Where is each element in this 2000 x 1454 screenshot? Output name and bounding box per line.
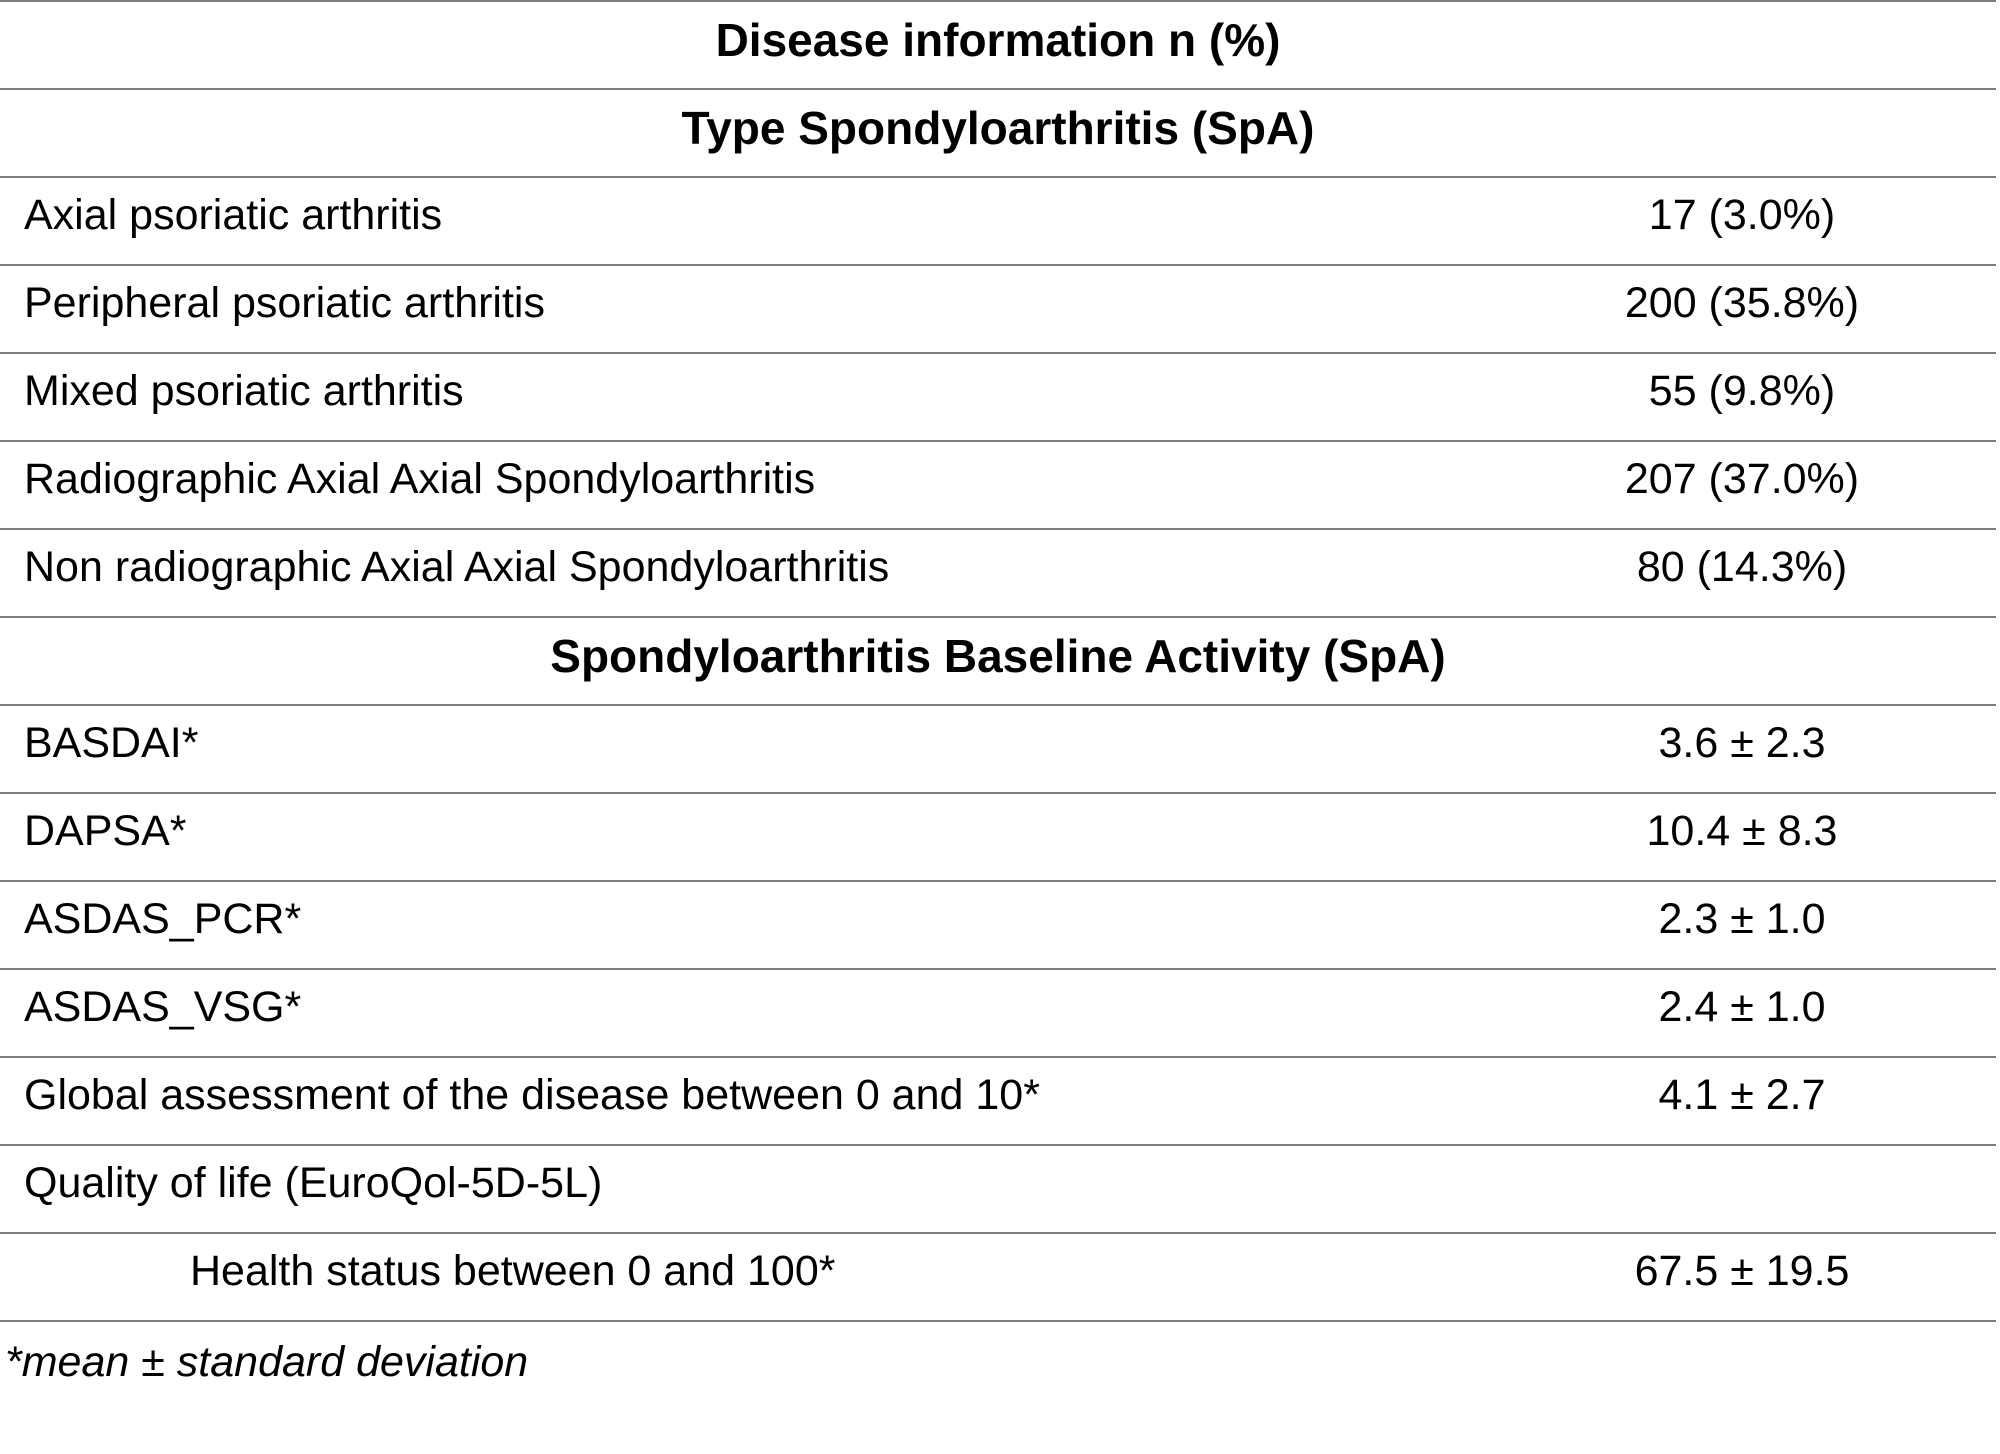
row-value (1488, 1144, 1996, 1233)
table-row: Non radiographic Axial Axial Spondyloart… (0, 528, 1996, 617)
row-label: Mixed psoriatic arthritis (0, 352, 1488, 441)
table-row: Radiographic Axial Axial Spondyloarthrit… (0, 440, 1996, 529)
table-row: Disease information n (%) (0, 0, 1996, 89)
table-row: Health status between 0 and 100* 67.5 ± … (0, 1232, 1996, 1321)
table-row: Mixed psoriatic arthritis 55 (9.8%) (0, 352, 1996, 441)
table-row: ASDAS_PCR* 2.3 ± 1.0 (0, 880, 1996, 969)
row-label: Global assessment of the disease between… (0, 1056, 1488, 1145)
row-label: BASDAI* (0, 704, 1488, 793)
table-row: Peripheral psoriatic arthritis 200 (35.8… (0, 264, 1996, 353)
table-footnote: *mean ± standard deviation (5, 1338, 529, 1386)
table-title: Disease information n (%) (0, 0, 1996, 89)
table-row: ASDAS_VSG* 2.4 ± 1.0 (0, 968, 1996, 1057)
row-value: 55 (9.8%) (1488, 352, 1996, 441)
section-header-type-spa: Type Spondyloarthritis (SpA) (0, 88, 1996, 177)
disease-information-table: Disease information n (%) Type Spondyloa… (0, 0, 1996, 1322)
row-value: 2.3 ± 1.0 (1488, 880, 1996, 969)
table-row: Axial psoriatic arthritis 17 (3.0%) (0, 176, 1996, 265)
row-label: DAPSA* (0, 792, 1488, 881)
row-label: ASDAS_PCR* (0, 880, 1488, 969)
row-label: ASDAS_VSG* (0, 968, 1488, 1057)
row-value: 207 (37.0%) (1488, 440, 1996, 529)
row-value: 200 (35.8%) (1488, 264, 1996, 353)
row-label: Peripheral psoriatic arthritis (0, 264, 1488, 353)
row-label: Quality of life (EuroQol-5D-5L) (0, 1144, 1488, 1233)
table-row: DAPSA* 10.4 ± 8.3 (0, 792, 1996, 881)
table-row: BASDAI* 3.6 ± 2.3 (0, 704, 1996, 793)
row-label: Radiographic Axial Axial Spondyloarthrit… (0, 440, 1488, 529)
row-value: 2.4 ± 1.0 (1488, 968, 1996, 1057)
row-value: 17 (3.0%) (1488, 176, 1996, 265)
table-row: Global assessment of the disease between… (0, 1056, 1996, 1145)
row-value: 10.4 ± 8.3 (1488, 792, 1996, 881)
row-label: Non radiographic Axial Axial Spondyloart… (0, 528, 1488, 617)
row-label: Axial psoriatic arthritis (0, 176, 1488, 265)
section-header-baseline-activity: Spondyloarthritis Baseline Activity (SpA… (0, 616, 1996, 705)
row-value: 4.1 ± 2.7 (1488, 1056, 1996, 1145)
table-row: Type Spondyloarthritis (SpA) (0, 88, 1996, 177)
row-value: 67.5 ± 19.5 (1488, 1232, 1996, 1321)
row-label: Health status between 0 and 100* (0, 1232, 1488, 1321)
table-row: Quality of life (EuroQol-5D-5L) (0, 1144, 1996, 1233)
row-value: 80 (14.3%) (1488, 528, 1996, 617)
row-value: 3.6 ± 2.3 (1488, 704, 1996, 793)
table-row: Spondyloarthritis Baseline Activity (SpA… (0, 616, 1996, 705)
